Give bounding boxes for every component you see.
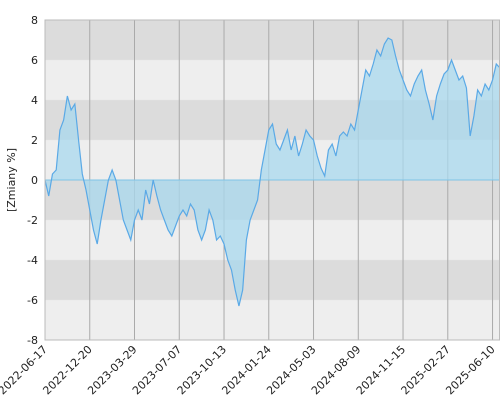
band	[45, 20, 500, 60]
y-tick-label: 2	[31, 134, 38, 147]
y-tick-label: 6	[31, 54, 38, 67]
y-tick-label: -4	[27, 254, 38, 267]
band	[45, 300, 500, 340]
line	[44, 37, 500, 307]
y-tick-label: -2	[27, 214, 38, 227]
y-axis-label: [Zmiany %]	[5, 148, 18, 212]
y-tick-label: 4	[31, 94, 38, 107]
band	[45, 60, 500, 100]
band	[45, 260, 500, 300]
area-fill	[45, 38, 500, 306]
band	[45, 220, 500, 260]
y-tick-label: 8	[31, 14, 38, 27]
y-tick-label: -8	[27, 334, 38, 347]
band	[45, 180, 500, 220]
y-tick-label: 0	[31, 174, 38, 187]
y-tick-label: -6	[27, 294, 38, 307]
